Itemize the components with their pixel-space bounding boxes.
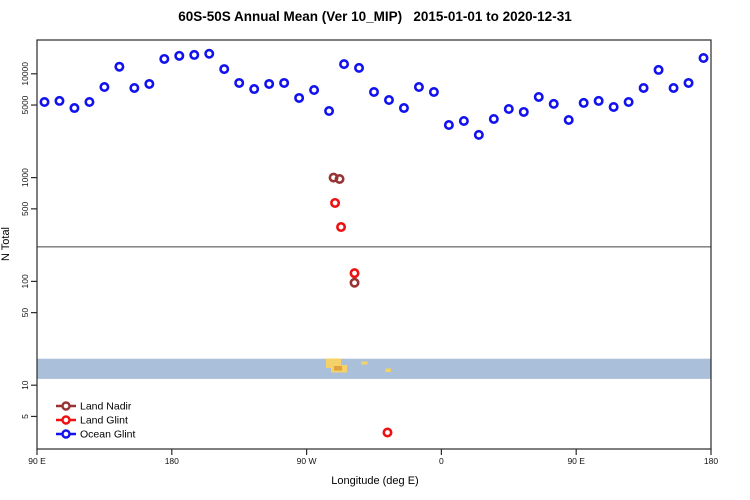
land-glint-point — [330, 197, 341, 208]
land-glint-point — [349, 268, 360, 279]
map-strip-land-patch — [334, 366, 342, 371]
y-tick-label: 100 — [20, 274, 30, 288]
x-tick-label: 90 E — [28, 456, 46, 466]
map-strip-ocean-band — [37, 358, 711, 379]
ocean-glint-point — [279, 77, 290, 88]
ocean-glint-point — [99, 82, 110, 93]
plot-box — [36, 39, 712, 450]
y-tick-label: 5000 — [20, 95, 30, 114]
ocean-glint-point — [683, 77, 694, 88]
map-strip-land-patch — [385, 368, 391, 372]
ocean-glint-point — [518, 106, 529, 117]
ocean-glint-point — [548, 98, 559, 109]
ocean-glint-point — [488, 113, 499, 124]
ocean-glint-point — [294, 92, 305, 103]
ocean-glint-point — [638, 82, 649, 93]
y-tick-label: 5 — [20, 414, 30, 419]
ocean-glint-point — [354, 62, 365, 73]
x-tick-label: 90 W — [297, 456, 317, 466]
ocean-glint-point — [204, 48, 215, 59]
y-tick-label: 10000 — [20, 62, 30, 86]
legend-label-2: Ocean Glint — [80, 429, 136, 441]
ocean-glint-point — [189, 49, 200, 60]
ocean-glint-point — [653, 64, 664, 75]
ocean-glint-point — [309, 85, 320, 96]
map-strip-land-patch — [361, 361, 368, 365]
map-strip-land-patch — [326, 358, 341, 368]
land-glint-point — [382, 427, 393, 438]
ocean-glint-point — [608, 101, 619, 112]
y-tick-label: 1000 — [20, 168, 30, 187]
ocean-glint-point — [458, 115, 469, 126]
ocean-glint-point — [219, 64, 230, 75]
land-nadir-point — [349, 277, 360, 288]
legend-marker-0 — [61, 401, 71, 411]
land-glint-point — [336, 222, 347, 233]
ocean-glint-point — [533, 91, 544, 102]
y-tick-label: 50 — [20, 308, 30, 318]
ocean-glint-point — [563, 114, 574, 125]
y-tick-label: 500 — [20, 201, 30, 215]
ocean-glint-point — [234, 77, 245, 88]
ocean-glint-point — [398, 103, 409, 114]
ocean-glint-point — [84, 96, 95, 107]
ocean-glint-point — [174, 50, 185, 61]
x-tick-label: 0 — [439, 456, 444, 466]
ocean-glint-point — [129, 82, 140, 93]
legend-marker-1 — [61, 415, 71, 425]
ocean-glint-point — [324, 106, 335, 117]
ocean-glint-point — [593, 95, 604, 106]
ocean-glint-point — [249, 84, 260, 95]
ocean-glint-point — [339, 59, 350, 70]
ocean-glint-point — [443, 120, 454, 131]
ocean-glint-point — [503, 104, 514, 115]
ocean-glint-point — [698, 52, 709, 63]
ocean-glint-point — [54, 95, 65, 106]
legend-marker-2 — [61, 429, 71, 439]
legend-label-0: Land Nadir — [80, 401, 132, 413]
ocean-glint-point — [159, 53, 170, 64]
x-tick-label: 90 E — [567, 456, 585, 466]
land-nadir-point — [334, 173, 345, 184]
y-tick-label: 10 — [20, 380, 30, 390]
chart-title: 60S-50S Annual Mean (Ver 10_MIP) 2015-01… — [178, 9, 572, 24]
legend-label-1: Land Glint — [80, 415, 128, 427]
x-tick-label: 180 — [165, 456, 179, 466]
x-axis-label: Longitude (deg E) — [331, 475, 419, 487]
ocean-glint-point — [383, 95, 394, 106]
ocean-glint-point — [473, 129, 484, 140]
ocean-glint-point — [69, 103, 80, 114]
ocean-glint-point — [114, 61, 125, 72]
ocean-glint-point — [623, 96, 634, 107]
ocean-glint-point — [144, 78, 155, 89]
ocean-glint-point — [368, 86, 379, 97]
ocean-glint-point — [428, 86, 439, 97]
ocean-glint-point — [264, 78, 275, 89]
x-tick-label: 180 — [704, 456, 718, 466]
ocean-glint-point — [668, 82, 679, 93]
ocean-glint-point — [39, 96, 50, 107]
ocean-glint-point — [413, 82, 424, 93]
ocean-glint-point — [578, 97, 589, 108]
